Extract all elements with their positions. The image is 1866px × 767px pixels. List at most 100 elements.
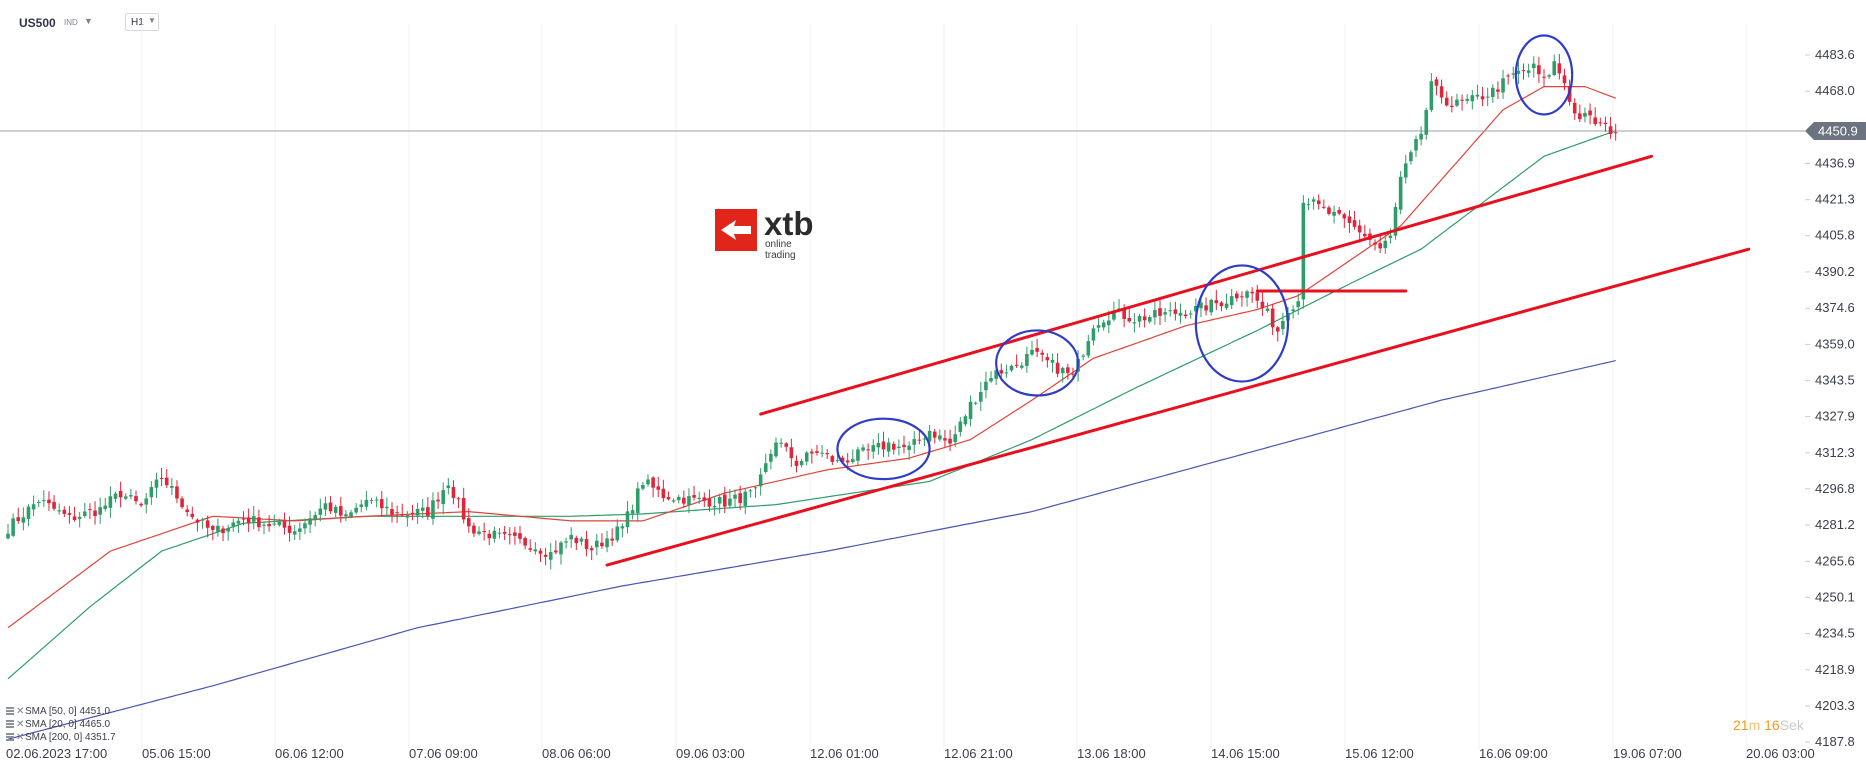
y-tick-label: 4359.0 bbox=[1815, 336, 1855, 351]
candle-body bbox=[441, 490, 445, 505]
candle-body bbox=[129, 495, 133, 497]
candle-body bbox=[794, 460, 799, 466]
candle-body bbox=[1562, 75, 1567, 84]
timeframe-select[interactable]: H1 ▼ bbox=[125, 13, 159, 31]
candle-body bbox=[963, 416, 968, 425]
candle-body bbox=[103, 505, 108, 509]
candle-body bbox=[840, 457, 845, 462]
candle-body bbox=[93, 510, 97, 517]
x-tick-label: 12.06 01:00 bbox=[810, 746, 879, 761]
candle-body bbox=[620, 526, 625, 529]
candle-body bbox=[308, 518, 312, 525]
candle-body bbox=[1501, 78, 1505, 93]
candle-body bbox=[866, 449, 870, 451]
y-tick-label: 4203.3 bbox=[1815, 698, 1855, 713]
candle-body bbox=[1245, 291, 1249, 298]
candle-body bbox=[784, 443, 789, 447]
candle-body bbox=[758, 474, 763, 487]
candle-body bbox=[1055, 362, 1060, 374]
symbol-type-label: IND bbox=[64, 18, 78, 27]
candle-body bbox=[446, 485, 451, 489]
candle-body bbox=[1030, 349, 1034, 355]
candle-body bbox=[1357, 225, 1362, 233]
candle-body bbox=[1434, 79, 1439, 86]
symbol-label[interactable]: US500 bbox=[19, 16, 56, 30]
candle-body bbox=[436, 499, 440, 502]
candle-body bbox=[154, 479, 159, 488]
x-tick-label: 13.06 18:00 bbox=[1077, 746, 1146, 761]
candle-body bbox=[159, 478, 164, 480]
candle-body bbox=[886, 442, 891, 452]
candle-body bbox=[932, 431, 937, 438]
candle-body bbox=[1050, 359, 1055, 363]
legend-sma50[interactable]: ✕SMA [50, 0] 4451.0 bbox=[6, 705, 116, 718]
candle-body bbox=[257, 517, 261, 528]
x-tick-label: 07.06 09:00 bbox=[409, 746, 478, 761]
candle-body bbox=[369, 500, 374, 502]
candle-body bbox=[77, 516, 82, 519]
candle-body bbox=[835, 460, 840, 462]
candle-body bbox=[31, 504, 36, 510]
candle-body bbox=[374, 499, 379, 501]
candle-body bbox=[717, 497, 722, 504]
candle-body bbox=[118, 490, 123, 498]
candle-body bbox=[1583, 112, 1587, 117]
remove-indicator-icon[interactable]: ✕ bbox=[16, 706, 25, 717]
chart-toolbar: US500 IND ▼ H1 ▼ bbox=[0, 0, 1810, 40]
legend-sma200[interactable]: ✕SMA [200, 0] 4351.7 bbox=[6, 731, 116, 744]
y-tick-label: 4296.8 bbox=[1815, 481, 1855, 496]
candle-body bbox=[661, 488, 666, 499]
candle-body bbox=[656, 486, 661, 490]
candle-body bbox=[676, 496, 681, 501]
candle-body bbox=[1107, 320, 1111, 326]
candle-body bbox=[1378, 243, 1382, 249]
candle-body bbox=[42, 500, 46, 502]
remove-indicator-icon[interactable]: ✕ bbox=[16, 732, 25, 743]
candle-body bbox=[564, 541, 568, 543]
candle-body bbox=[518, 533, 522, 539]
candle-body bbox=[845, 460, 850, 463]
candle-body bbox=[472, 525, 476, 534]
indicator-icon bbox=[6, 706, 14, 715]
candle-body bbox=[1444, 97, 1449, 106]
candle-body bbox=[779, 442, 783, 444]
candle-body bbox=[175, 486, 179, 499]
x-tick-label: 09.06 03:00 bbox=[676, 746, 745, 761]
remove-indicator-icon[interactable]: ✕ bbox=[16, 719, 25, 730]
candle-body bbox=[523, 538, 527, 546]
candle-body bbox=[1112, 310, 1116, 320]
candle-body bbox=[958, 421, 963, 432]
candle-body bbox=[420, 507, 425, 511]
candle-body bbox=[1593, 117, 1597, 125]
candle-body bbox=[1281, 320, 1285, 330]
legend-sma20[interactable]: ✕SMA [20, 0] 4465.0 bbox=[6, 718, 116, 731]
candle-body bbox=[595, 540, 599, 548]
y-tick-label: 4250.1 bbox=[1815, 589, 1855, 604]
candle-body bbox=[1096, 325, 1101, 328]
xtb-logo-mark bbox=[715, 209, 757, 251]
candle-body bbox=[1004, 372, 1009, 374]
candle-body bbox=[876, 442, 881, 448]
candle-body bbox=[625, 511, 630, 528]
y-tick-label: 4218.9 bbox=[1815, 662, 1855, 677]
candle-body bbox=[1342, 214, 1347, 219]
candle-body bbox=[287, 525, 292, 533]
candle-body bbox=[1373, 242, 1377, 245]
candle-body bbox=[1450, 105, 1454, 107]
candle-body bbox=[262, 524, 266, 526]
current-price-badge bbox=[1805, 121, 1866, 140]
x-tick-label: 16.06 09:00 bbox=[1479, 746, 1548, 761]
symbol-dropdown-icon[interactable]: ▼ bbox=[84, 16, 93, 26]
candle-body bbox=[47, 499, 51, 504]
candle-body bbox=[1455, 99, 1459, 106]
candle-body bbox=[799, 461, 804, 466]
candle-body bbox=[1301, 202, 1306, 300]
candle-body bbox=[1260, 301, 1265, 309]
candle-body bbox=[584, 539, 589, 549]
candle-body bbox=[989, 378, 993, 382]
candle-body bbox=[810, 451, 814, 454]
candle-body bbox=[108, 496, 113, 508]
candle-body bbox=[548, 552, 553, 560]
candle-body bbox=[88, 509, 92, 511]
